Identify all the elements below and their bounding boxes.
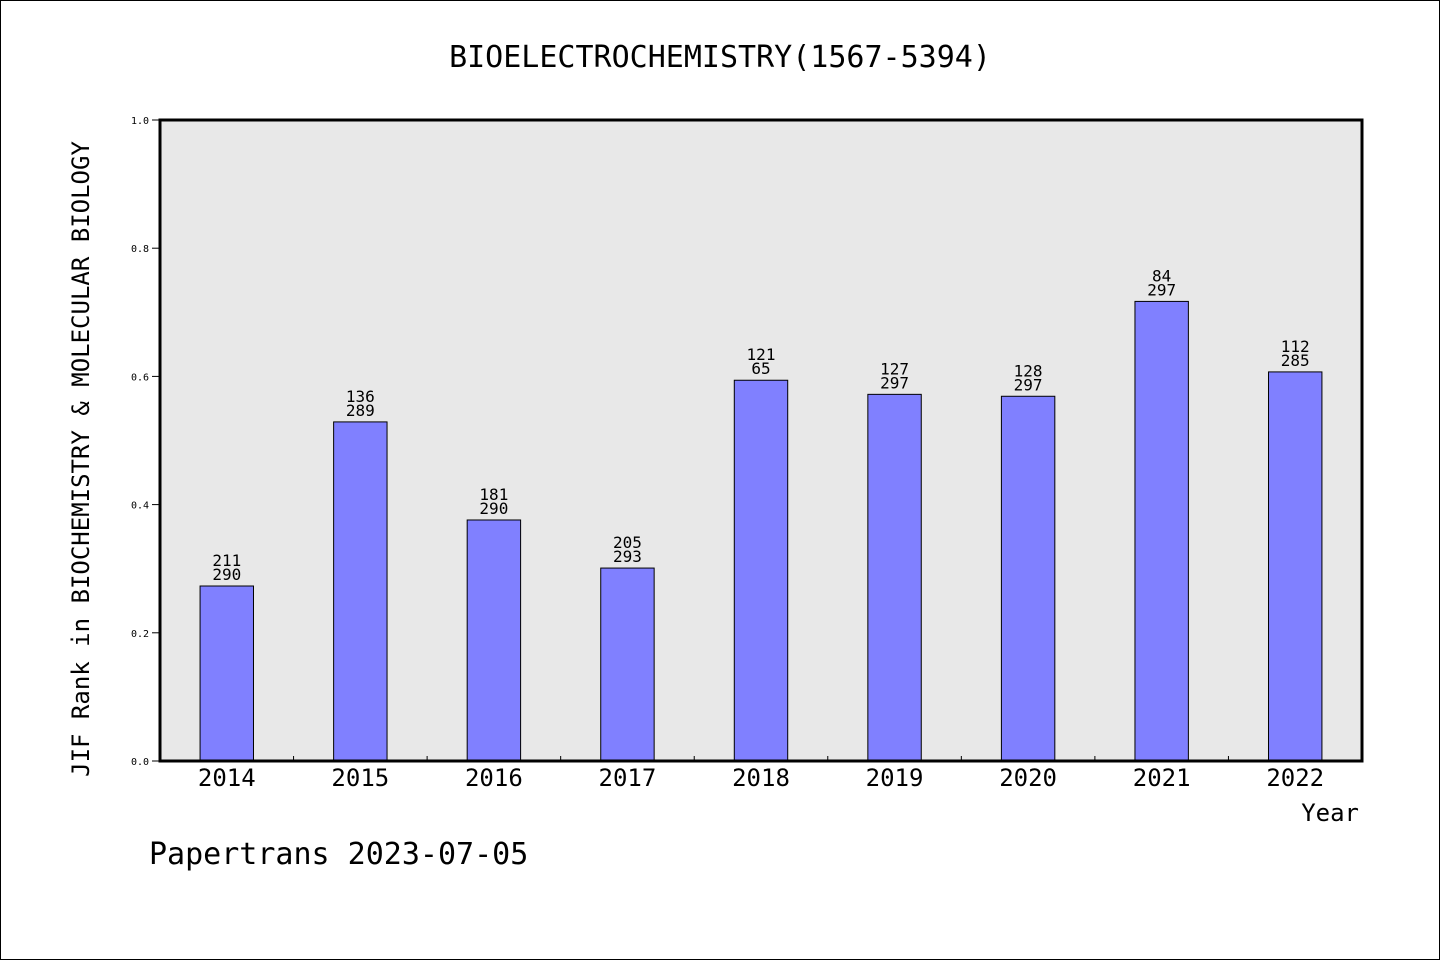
x-tick-label: 2021 bbox=[1133, 764, 1191, 792]
bar-label-bottom: 285 bbox=[1281, 351, 1310, 370]
y-axis-label: JIF Rank in BIOCHEMISTRY & MOLECULAR BIO… bbox=[67, 141, 95, 777]
bar bbox=[199, 585, 254, 762]
bar bbox=[1268, 371, 1323, 762]
y-tick-label: 0.8 bbox=[131, 244, 149, 255]
bar bbox=[466, 519, 522, 762]
bar-label-bottom: 297 bbox=[1147, 280, 1176, 299]
x-tick-label: 2014 bbox=[198, 764, 256, 792]
bar bbox=[867, 393, 922, 762]
y-tick-label: 0.6 bbox=[131, 372, 149, 383]
x-tick-label: 2017 bbox=[599, 764, 657, 792]
footer-text: Papertrans 2023-07-05 bbox=[149, 837, 528, 872]
plot-border bbox=[158, 118, 1364, 763]
bar-label-top: 128 bbox=[1014, 361, 1043, 380]
bar bbox=[1000, 395, 1056, 762]
x-tick-label: 2019 bbox=[866, 764, 924, 792]
bar-label-top: 211 bbox=[212, 551, 241, 570]
x-tick-label: 2015 bbox=[331, 764, 389, 792]
bar-label-top: 205 bbox=[613, 533, 642, 552]
bar-label-top: 84 bbox=[1152, 266, 1171, 285]
y-tick-label: 1.0 bbox=[131, 116, 149, 127]
chart-title: BIOELECTROCHEMISTRY(1567-5394) bbox=[449, 40, 991, 75]
x-tick-label: 2018 bbox=[732, 764, 790, 792]
x-tick-label: 2022 bbox=[1266, 764, 1324, 792]
bar bbox=[333, 421, 388, 762]
y-axis: 0.0 0.2 0.4 0.6 0.8 1.0 bbox=[131, 116, 160, 768]
bar-label-bottom: 290 bbox=[479, 499, 508, 518]
bar bbox=[1134, 300, 1189, 762]
bar-label-top: 112 bbox=[1281, 337, 1310, 356]
bar-label-bottom: 297 bbox=[880, 373, 909, 392]
y-tick-label: 0.4 bbox=[131, 501, 149, 512]
bar-label-top: 127 bbox=[880, 359, 909, 378]
bar-label-bottom: 65 bbox=[751, 359, 770, 378]
x-tick-label: 2016 bbox=[465, 764, 523, 792]
y-tick-label: 0.2 bbox=[131, 629, 149, 640]
bar-label-bottom: 289 bbox=[346, 401, 375, 420]
bar-label-bottom: 293 bbox=[613, 547, 642, 566]
bar-label-top: 181 bbox=[479, 485, 508, 504]
bar-label-top: 136 bbox=[346, 387, 375, 406]
x-axis-label: Year bbox=[1301, 799, 1359, 827]
bar bbox=[600, 567, 655, 762]
y-tick-label: 0.0 bbox=[131, 757, 149, 768]
bar-label-bottom: 297 bbox=[1014, 375, 1043, 394]
bar-label-bottom: 290 bbox=[212, 565, 241, 584]
bar-label-top: 121 bbox=[747, 345, 776, 364]
x-tick-label: 2020 bbox=[999, 764, 1057, 792]
bar bbox=[733, 379, 789, 762]
x-axis: 2014 2015 2016 2017 2018 2019 2020 2021 2022 bbox=[198, 756, 1324, 792]
